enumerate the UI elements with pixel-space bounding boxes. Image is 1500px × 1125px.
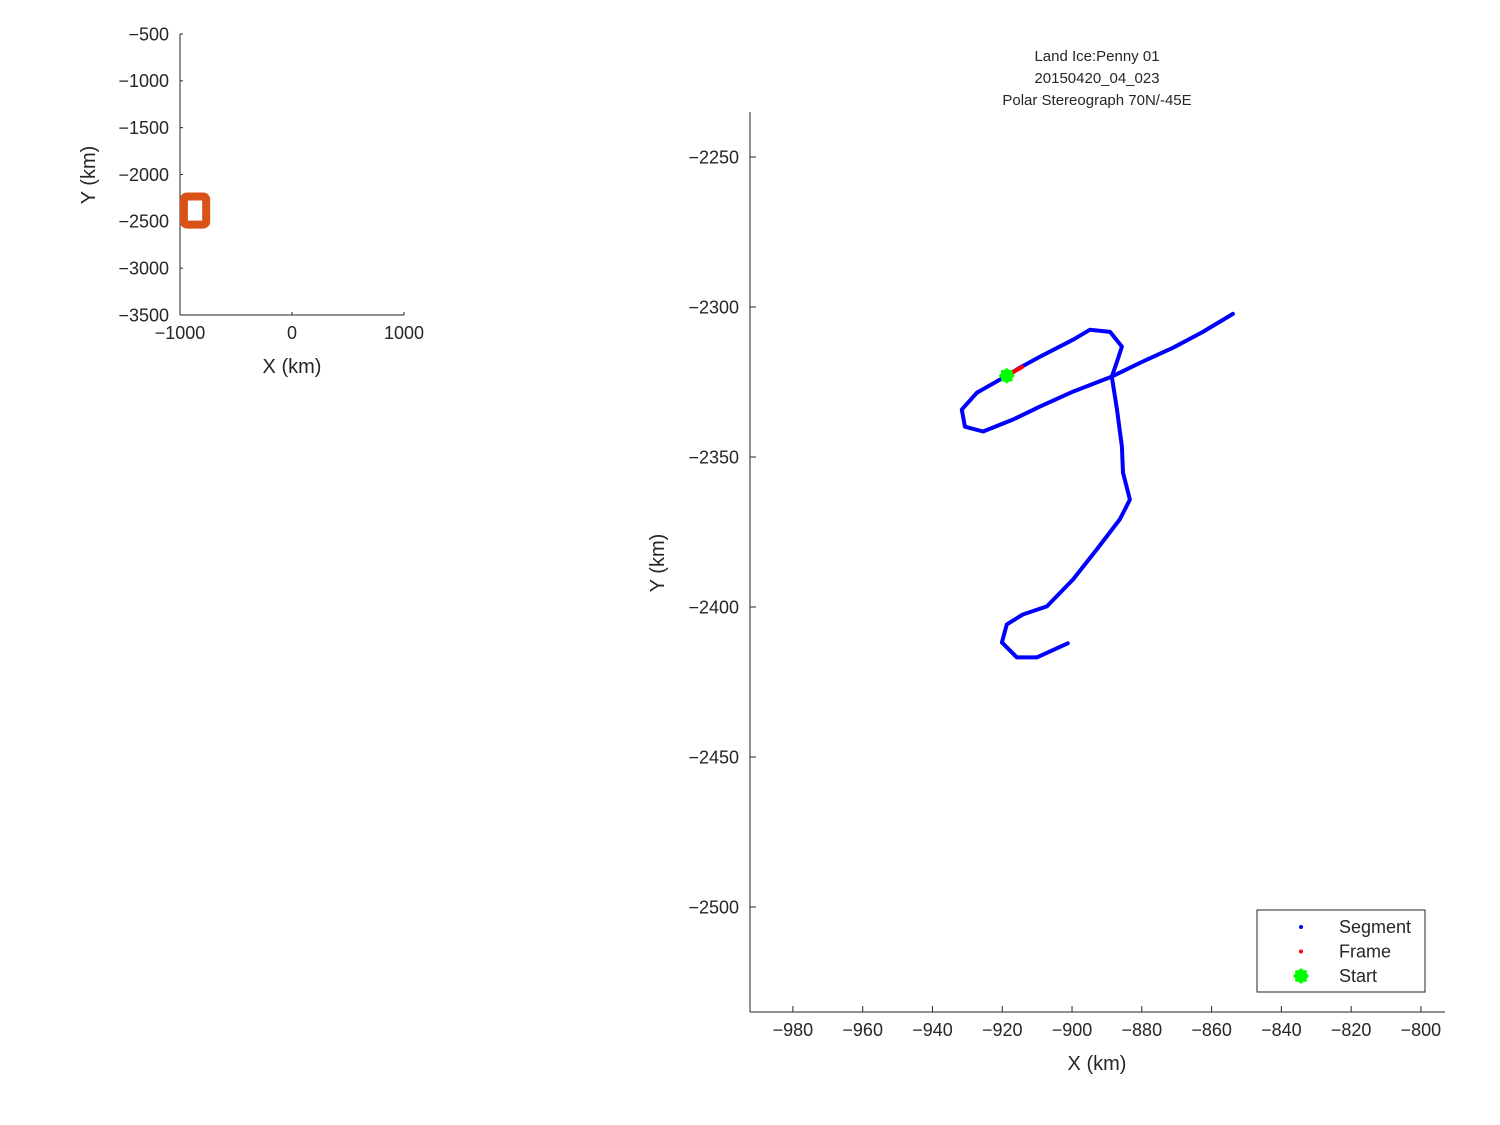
x-tick-label: −880: [1122, 1020, 1163, 1040]
x-tick-label: −1000: [155, 323, 206, 343]
chart-title-line: Land Ice:Penny 01: [1034, 48, 1159, 65]
extent-box: [179, 192, 211, 229]
y-tick-label: −2350: [688, 447, 739, 467]
x-axis-label: X (km): [1068, 1053, 1127, 1075]
legend-label: Start: [1339, 966, 1377, 986]
y-axis-label: Y (km): [78, 146, 100, 205]
legend-box: [1256, 909, 1426, 993]
y-tick-label: −3500: [118, 305, 169, 325]
legend-start-icon: [1293, 968, 1309, 984]
main-axes: −980 −960 −940 −920 −900 −880 −860 −840 −820 −800…: [647, 48, 1445, 1075]
x-tick-label: −960: [842, 1020, 883, 1040]
y-tick-label: −2450: [688, 747, 739, 767]
y-tick-label: −2250: [688, 147, 739, 167]
legend: Segment Frame Start: [1256, 909, 1426, 993]
y-tick-label: −2300: [688, 297, 739, 317]
x-tick-label: −920: [982, 1020, 1023, 1040]
legend-segment-icon: [1299, 925, 1303, 929]
chart-title-line: Polar Stereograph 70N/-45E: [1002, 92, 1191, 109]
x-tick-label: −800: [1401, 1020, 1442, 1040]
y-tick-label: −2500: [118, 212, 169, 232]
y-tick-label: −500: [128, 24, 169, 44]
y-tick-label: −2400: [688, 597, 739, 617]
y-axis-label: Y (km): [647, 534, 669, 593]
y-tick-label: −3000: [118, 258, 169, 278]
x-tick-label: −940: [912, 1020, 953, 1040]
x-tick-label: −860: [1191, 1020, 1232, 1040]
x-tick-label: −900: [1052, 1020, 1093, 1040]
legend-label: Segment: [1339, 917, 1411, 937]
series-segment-line: [959, 311, 1235, 660]
overview-axes: −1000 0 1000 −500 −1000 −1500 −2000 −2500 −3000 −…: [78, 24, 424, 378]
y-tick-label: −2000: [118, 165, 169, 185]
y-tick-label: −2500: [688, 897, 739, 917]
legend-frame-icon: [1299, 949, 1303, 954]
x-tick-label: 0: [287, 323, 297, 343]
series-start-marker: [998, 367, 1015, 384]
x-tick-label: −840: [1261, 1020, 1302, 1040]
y-tick-label: −1000: [118, 71, 169, 91]
x-tick-label: −820: [1331, 1020, 1372, 1040]
legend-label: Frame: [1339, 942, 1391, 962]
chart-title-line: 20150420_04_023: [1034, 70, 1159, 87]
x-tick-label: 1000: [384, 323, 424, 343]
y-tick-label: −1500: [118, 118, 169, 138]
x-axis-label: X (km): [263, 356, 322, 378]
x-tick-label: −980: [773, 1020, 814, 1040]
